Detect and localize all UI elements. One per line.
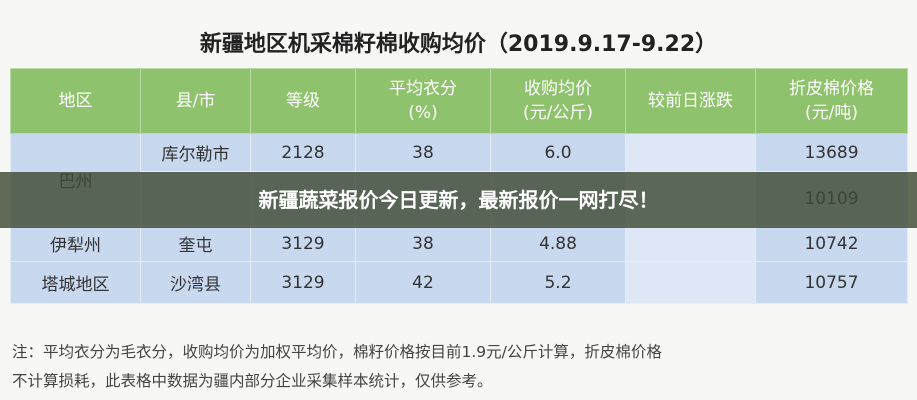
note-line: 注：平均衣分为毛衣分，收购均价为加权平均价，棉籽价格按目前1.9元/公斤计算，折… [12,343,662,361]
table-cell: 5.2 [490,261,626,304]
header-cell: 平均衣分 (%) [355,68,491,134]
header-text: 收购均价 [524,79,592,99]
note-line: 不计算损耗，此表格中数据为疆内部分企业采集样本统计，仅供参考。 [12,372,493,390]
table-cell: 13689 [755,133,908,172]
header-text: 较前日涨跌 [648,91,733,111]
table-cell: 沙湾县 [140,261,251,304]
header-text: (元/公斤) [523,103,593,123]
table-cell: 38 [355,133,491,172]
table-cell [625,261,756,304]
note: 注：平均衣分为毛衣分，收购均价为加权平均价，棉籽价格按目前1.9元/公斤计算，折… [12,338,662,396]
table-cell: 10742 [755,225,908,262]
table-cell [625,133,756,172]
header-cell: 收购均价 (元/公斤) [490,68,626,134]
banner: 新疆蔬菜报价今日更新，最新报价一网打尽！ [0,172,917,228]
header-text: 县/市 [175,91,216,111]
table-row: 塔城地区 沙湾县 3129 42 5.2 10757 [10,261,908,304]
header-cell: 地区 [10,68,141,134]
header-text: (%) [408,103,438,123]
header-cell: 等级 [250,68,356,134]
header-cell: 折皮棉价格 (元/吨) [755,68,908,134]
table-cell: 10757 [755,261,908,304]
table-cell [625,225,756,262]
header-text: 折皮棉价格 [789,79,874,99]
table-cell: 4.88 [490,225,626,262]
table-cell: 塔城地区 [10,261,141,304]
table-cell: 3129 [250,225,356,262]
table-row: 伊犁州 奎屯 3129 38 4.88 10742 [10,225,908,262]
table-cell: 伊犁州 [10,225,141,262]
header-text: 地区 [58,91,93,111]
table-cell: 奎屯 [140,225,251,262]
table-cell: 3129 [250,261,356,304]
header-cell: 较前日涨跌 [625,68,756,134]
header-text: 平均衣分 [389,79,457,99]
table-cell: 2128 [250,133,356,172]
header-cell: 县/市 [140,68,251,134]
table-cell: 38 [355,225,491,262]
header-text: (元/吨) [805,103,858,123]
header-row: 地区 县/市 等级 平均衣分 (%) 收购均价 (元/公斤) 较前日涨跌 折皮棉价格 (元/吨) [10,68,908,134]
table-cell: 6.0 [490,133,626,172]
table-cell: 42 [355,261,491,304]
table-cell: 库尔勒市 [140,133,251,172]
header-text: 等级 [286,91,320,111]
title: 新疆地区机采棉籽棉收购均价（2019.9.17-9.22） [199,32,718,57]
